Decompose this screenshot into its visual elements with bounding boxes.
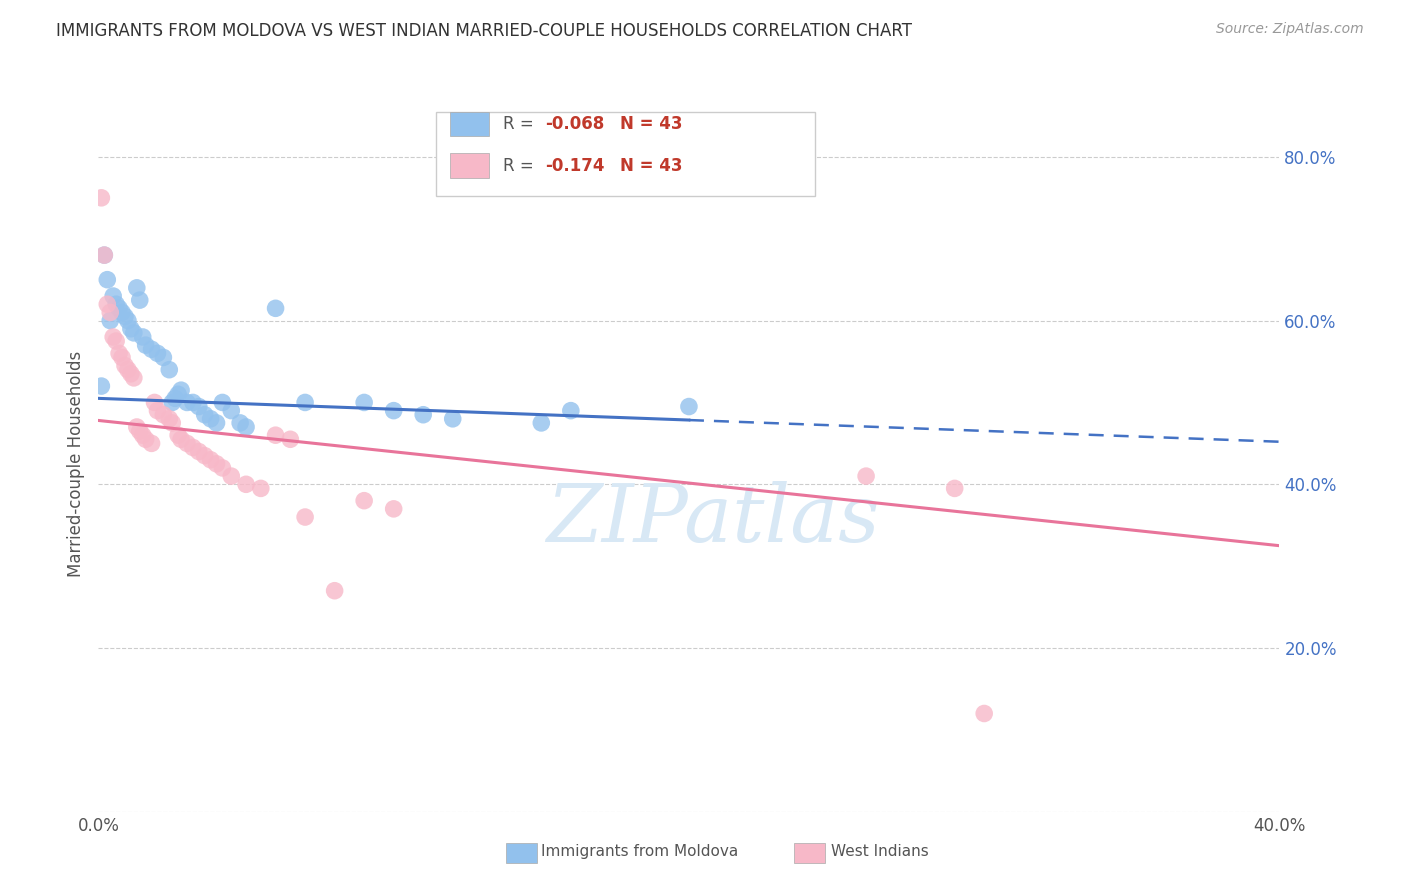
Point [165,392,187,406]
Point [111,305,134,319]
Text: N = 43: N = 43 [620,115,682,133]
Point [108,301,131,316]
Point [114,359,136,373]
Point [170,432,193,446]
Point [96,297,118,311]
Text: Source: ZipAtlas.com: Source: ZipAtlas.com [1216,22,1364,37]
Point [146,346,169,360]
Point [194,449,217,463]
Point [412,408,434,422]
Point [162,416,183,430]
Point [157,362,180,376]
Point [111,351,134,365]
Point [98,305,121,319]
Point [353,493,375,508]
Point [382,403,405,417]
Point [530,416,553,430]
Point [152,408,174,422]
Point [132,428,155,442]
Point [90,191,112,205]
Point [170,383,193,397]
Text: ZIPatlas: ZIPatlas [546,481,879,558]
Point [560,403,582,417]
Point [128,424,150,438]
Text: R =: R = [503,157,544,175]
Point [181,441,204,455]
Point [120,322,142,336]
Point [382,501,405,516]
Point [128,293,150,307]
Point [143,395,166,409]
Point [167,428,190,442]
Point [103,289,125,303]
Text: -0.174: -0.174 [546,157,605,175]
Point [141,343,163,357]
Point [132,330,155,344]
Point [176,436,198,450]
Text: R =: R = [503,115,540,133]
Point [135,338,157,352]
Point [250,482,273,496]
Point [181,395,204,409]
Y-axis label: Married-couple Households: Married-couple Households [67,351,86,577]
Point [96,273,118,287]
Point [353,395,375,409]
Point [122,326,145,340]
Point [152,351,174,365]
Point [120,367,142,381]
Point [146,403,169,417]
Point [187,400,209,414]
Point [205,416,228,430]
Point [93,248,115,262]
Point [235,420,257,434]
Point [176,395,198,409]
Point [125,281,148,295]
Point [105,334,128,348]
Text: N = 43: N = 43 [620,157,682,175]
Point [264,428,287,442]
Point [211,461,233,475]
Point [167,387,190,401]
Point [93,248,115,262]
Point [122,371,145,385]
Point [200,452,222,467]
Point [855,469,877,483]
Point [194,408,217,422]
Text: IMMIGRANTS FROM MOLDOVA VS WEST INDIAN MARRIED-COUPLE HOUSEHOLDS CORRELATION CHA: IMMIGRANTS FROM MOLDOVA VS WEST INDIAN M… [56,22,912,40]
Point [264,301,287,316]
Point [125,420,148,434]
Point [211,395,233,409]
Point [108,346,131,360]
Point [219,403,242,417]
Point [162,395,183,409]
Text: West Indians: West Indians [831,845,929,859]
Text: -0.068: -0.068 [546,115,605,133]
Point [219,469,242,483]
Point [114,310,136,324]
Point [973,706,995,721]
Point [294,510,316,524]
Point [323,583,346,598]
Point [229,416,252,430]
Point [200,412,222,426]
Point [117,313,139,327]
Point [441,412,464,426]
Point [135,432,157,446]
Text: Immigrants from Moldova: Immigrants from Moldova [541,845,738,859]
Point [105,297,128,311]
Point [678,400,700,414]
Point [103,330,125,344]
Point [235,477,257,491]
Point [205,457,228,471]
Point [294,395,316,409]
Point [117,362,139,376]
Point [98,313,121,327]
Point [943,482,966,496]
Point [187,444,209,458]
Point [90,379,112,393]
Point [141,436,163,450]
Point [278,432,302,446]
Point [157,412,180,426]
